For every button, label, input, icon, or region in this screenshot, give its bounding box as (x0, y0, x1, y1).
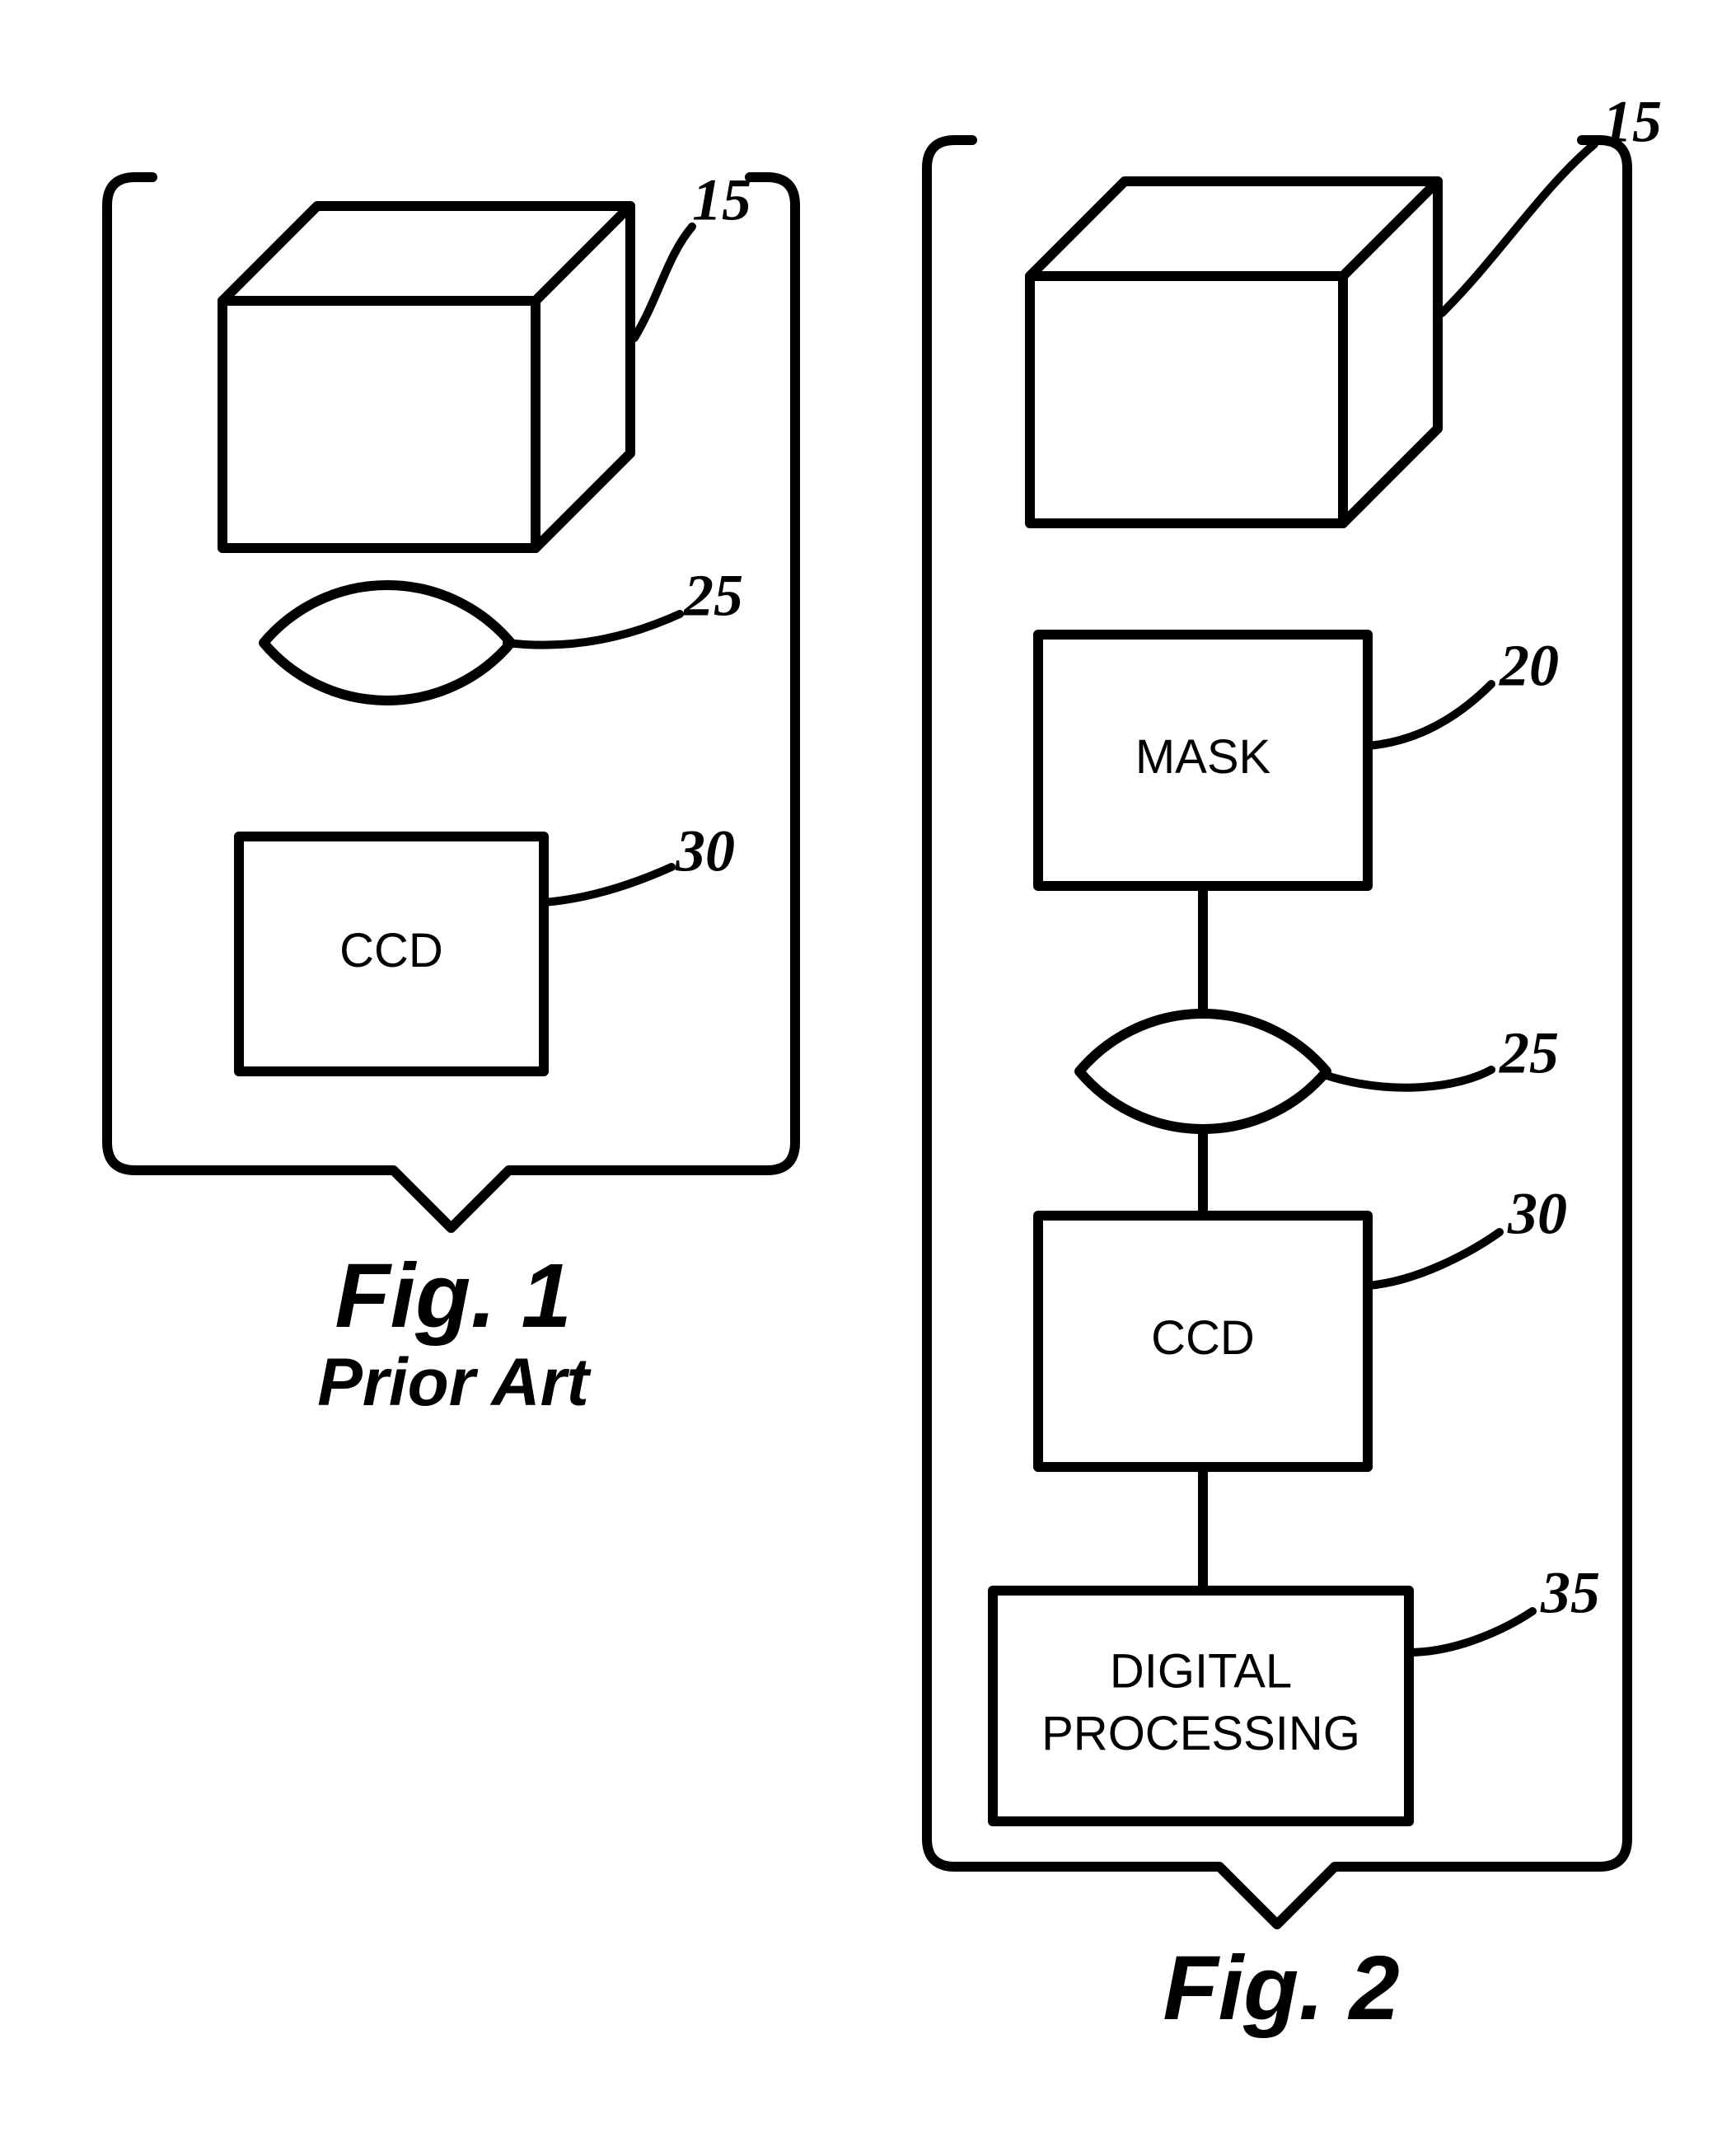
lead-line-fig1-15 (634, 227, 692, 338)
fig1-caption-sub: Prior Art (317, 1345, 592, 1420)
lead-line-fig2-20 (1368, 684, 1491, 746)
fig1-ccd-box: CCD (239, 837, 544, 1071)
fig1-ccd-box-label: CCD (339, 924, 443, 977)
ref-label-fig1-30: 30 (675, 818, 735, 884)
cube-icon (222, 206, 630, 548)
lead-line-fig2-25 (1327, 1070, 1491, 1088)
fig2-caption: Fig. 2 (1163, 1938, 1399, 2039)
lead-line-fig2-35 (1409, 1611, 1532, 1652)
ref-label-fig2-25: 25 (1499, 1020, 1559, 1086)
cube-icon (1030, 181, 1438, 523)
lens-icon (264, 585, 511, 701)
fig2-ccd-box: CCD (1038, 1216, 1368, 1467)
lead-line-fig2-15 (1442, 144, 1594, 313)
ref-label-fig2-30: 30 (1507, 1181, 1567, 1247)
fig2-dp-box-label-1: DIGITAL (1110, 1645, 1292, 1699)
lead-line-fig1-30 (544, 867, 671, 902)
fig2-dp-box-label-2: PROCESSING (1041, 1707, 1360, 1760)
lens-icon (1079, 1014, 1327, 1129)
fig2-mask-box: MASK (1038, 635, 1368, 886)
lead-line-fig2-30 (1368, 1232, 1500, 1286)
fig1-caption: Fig. 1 (335, 1245, 571, 1347)
fig2-dp-box: DIGITAL PROCESSING (993, 1591, 1409, 1821)
ref-label-fig2-20: 20 (1499, 633, 1559, 699)
ref-label-fig1-25: 25 (683, 563, 743, 629)
fig2-mask-box-label: MASK (1135, 730, 1271, 784)
ref-label-fig2-35: 35 (1540, 1560, 1600, 1626)
ref-label-fig2-15: 15 (1603, 89, 1662, 155)
lead-line-fig1-25 (507, 614, 680, 645)
fig2-ccd-box-label: CCD (1151, 1311, 1255, 1365)
ref-label-fig1-15: 15 (692, 167, 751, 233)
